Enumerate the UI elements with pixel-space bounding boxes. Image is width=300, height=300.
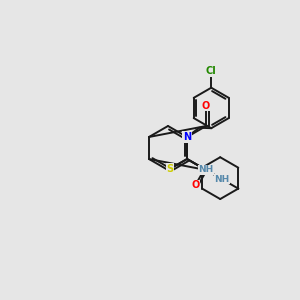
Text: Cl: Cl bbox=[206, 66, 217, 76]
Text: S: S bbox=[166, 164, 173, 174]
Text: O: O bbox=[191, 180, 200, 190]
Text: O: O bbox=[202, 101, 210, 111]
Text: NH: NH bbox=[199, 166, 214, 175]
Text: N: N bbox=[183, 132, 191, 142]
Text: NH: NH bbox=[214, 175, 230, 184]
